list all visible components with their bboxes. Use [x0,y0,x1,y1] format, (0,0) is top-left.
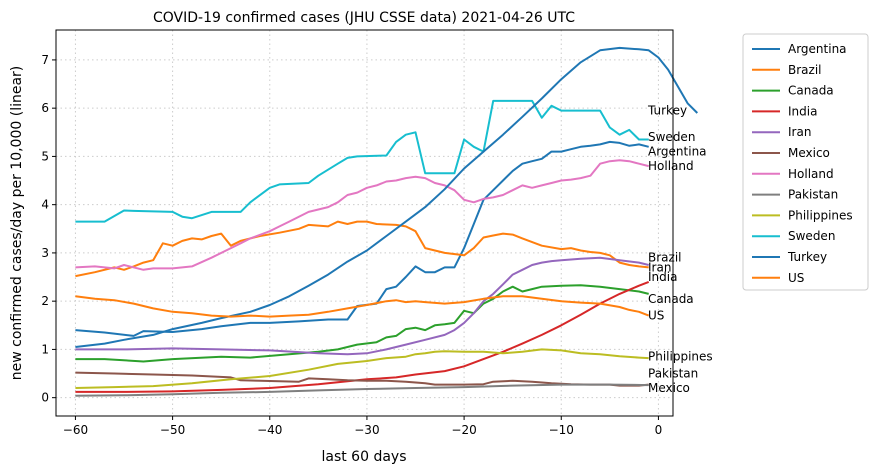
series-line-philippines [75,348,649,389]
legend-label-india: India [788,104,817,118]
series-line-sweden [75,99,649,223]
series-label-turkey: Turkey [647,104,687,118]
y-tick-label: 0 [41,391,49,405]
legend-label-canada: Canada [788,84,834,98]
x-tick-label: −60 [63,423,88,437]
y-tick-label: 1 [41,342,49,356]
series-label-holland: Holland [648,159,694,173]
legend-label-pakistan: Pakistan [788,188,838,202]
x-axis-label: last 60 days [321,449,406,465]
y-tick-label: 2 [41,294,49,308]
series-line-india [75,280,650,393]
y-tick-label: 4 [41,198,49,212]
series-line-turkey [75,46,699,348]
legend-label-mexico: Mexico [788,146,830,160]
series-line-us [75,295,650,318]
series-label-iran: Iran [648,260,671,274]
x-tick-label: −50 [160,423,185,437]
legend-label-us: US [788,271,804,285]
legend-label-argentina: Argentina [788,42,847,56]
grid-lines [56,30,673,416]
y-tick-label: 7 [41,53,49,67]
legend: Argentina Brazil Canada India Iran Mexico Holl… [742,33,869,291]
series-label-canada: Canada [648,292,694,306]
series-line-iran [75,256,649,356]
legend-label-turkey: Turkey [787,250,827,264]
series-label-india: India [648,270,677,284]
series-end-labels: ArgentinaBrazilCanadaIndiaIranMexicoHoll… [647,104,713,395]
series-label-argentina: Argentina [648,145,707,159]
legend-label-philippines: Philippines [788,208,853,222]
series-line-argentina [75,140,649,337]
legend-label-sweden: Sweden [788,229,835,243]
series-label-philippines: Philippines [648,350,713,364]
series-lines [75,46,699,397]
legend-box [742,33,869,291]
y-tick-label: 5 [41,149,49,163]
axes: −60 −50 −40 −30 −20 −10 0 0 1 2 3 4 5 6 7 [41,53,662,437]
legend-label-brazil: Brazil [788,63,822,77]
series-line-holland [75,159,649,271]
y-axis-label: new confirmed cases/day per 10,000 (line… [9,66,25,381]
series-line-canada [75,284,649,363]
series-label-sweden: Sweden [648,130,695,144]
series-label-mexico: Mexico [648,381,690,395]
plot-frame [55,29,674,417]
series-line-brazil [75,220,649,278]
x-tick-label: −40 [257,423,282,437]
y-tick-label: 3 [41,246,49,260]
x-tick-label: −30 [354,423,379,437]
x-tick-label: 0 [655,423,663,437]
series-line-pakistan [75,383,649,397]
series-label-us: US [648,309,664,323]
y-tick-label: 6 [41,101,49,115]
legend-label-iran: Iran [788,125,811,139]
x-tick-label: −20 [451,423,476,437]
chart-title: COVID-19 confirmed cases (JHU CSSE data)… [153,10,575,26]
legend-label-holland: Holland [788,167,834,181]
x-tick-label: −10 [549,423,574,437]
